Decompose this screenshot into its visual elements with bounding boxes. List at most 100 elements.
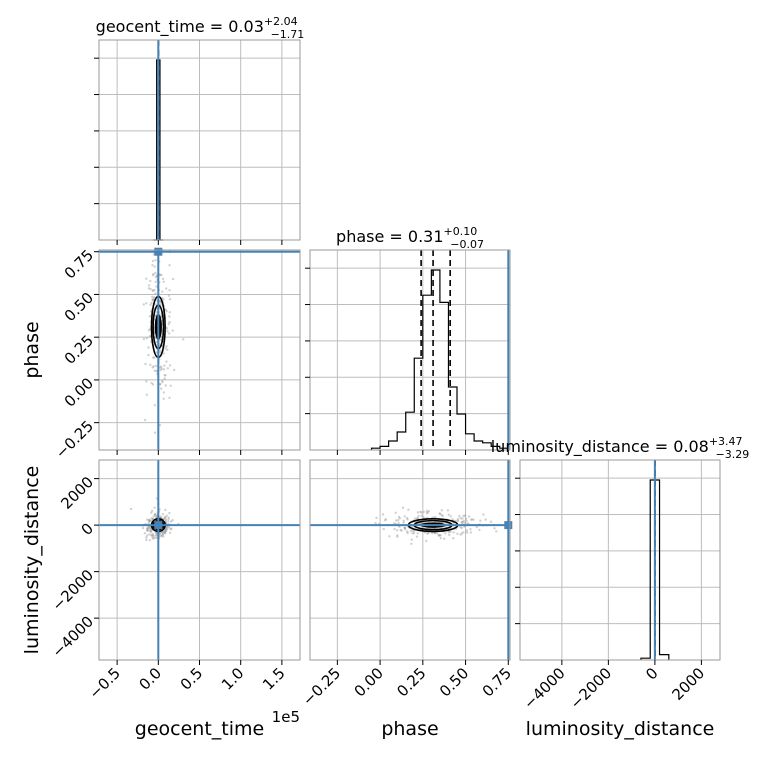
sample-point xyxy=(152,297,155,301)
sample-point xyxy=(166,348,169,351)
sample-point xyxy=(146,527,149,530)
sample-point xyxy=(153,536,156,539)
sample-point xyxy=(145,538,148,542)
sample-point xyxy=(159,368,162,372)
sample-point xyxy=(168,396,171,399)
sample-point xyxy=(182,338,185,341)
histogram-phase xyxy=(370,269,509,450)
tick-label-phase: −0.25 xyxy=(299,664,344,709)
sample-point xyxy=(456,532,459,535)
sample-point xyxy=(465,529,469,532)
sample-point xyxy=(426,511,430,514)
sample-point xyxy=(402,521,405,524)
sample-point xyxy=(158,383,162,386)
sample-point xyxy=(444,532,447,535)
sample-point xyxy=(165,327,168,330)
sample-point xyxy=(384,519,387,522)
sample-point xyxy=(145,534,149,537)
sample-point xyxy=(148,518,152,522)
sample-point xyxy=(406,531,409,535)
sample-point xyxy=(164,384,167,387)
sample-point xyxy=(154,514,157,517)
sample-point xyxy=(153,356,156,359)
sample-point xyxy=(392,522,396,525)
tick-label-phase: 0.25 xyxy=(61,332,97,368)
sample-point xyxy=(147,521,150,525)
x-axis-label-geocent_time: geocent_time xyxy=(135,718,264,740)
sample-point xyxy=(146,518,149,521)
sample-point xyxy=(168,264,171,267)
sample-point xyxy=(475,525,478,529)
sample-point xyxy=(150,381,153,385)
sample-point xyxy=(164,374,167,377)
sample-point xyxy=(147,525,151,529)
title-minus: −3.29 xyxy=(716,448,750,461)
tick-label-luminosity_distance: 2000 xyxy=(57,473,97,513)
sample-point xyxy=(158,382,162,386)
title-median: 0.03 xyxy=(228,17,264,36)
title-plus: +3.47 xyxy=(709,435,743,448)
tick-label-phase: 0.50 xyxy=(61,289,97,325)
sample-point xyxy=(437,534,440,537)
sample-point xyxy=(155,532,158,535)
sample-point xyxy=(426,532,429,535)
sample-point xyxy=(153,404,156,407)
truth-marker xyxy=(154,247,163,256)
sample-point xyxy=(469,528,472,531)
sample-point xyxy=(420,511,423,514)
sample-point xyxy=(146,529,149,532)
sample-point xyxy=(153,513,157,516)
sample-point xyxy=(154,275,158,279)
sample-point xyxy=(388,535,391,538)
sample-point xyxy=(151,517,154,521)
sample-point xyxy=(148,520,151,523)
sample-point xyxy=(461,517,464,520)
sample-point xyxy=(161,530,164,534)
sample-point xyxy=(150,301,153,305)
panel-title-geocent_time: geocent_time = 0.03+2.04 −1.71 xyxy=(96,15,305,41)
sample-point xyxy=(147,284,151,287)
sample-point xyxy=(430,531,434,535)
sample-point xyxy=(411,532,414,535)
sample-point xyxy=(464,517,468,520)
sample-point xyxy=(159,532,162,535)
sample-point xyxy=(164,516,167,519)
sample-point xyxy=(162,368,166,371)
sample-point xyxy=(384,518,388,521)
sample-point xyxy=(149,534,153,537)
sample-point xyxy=(462,514,465,518)
sample-point xyxy=(165,527,168,530)
sample-point xyxy=(149,363,152,366)
sample-point xyxy=(164,520,167,523)
sample-point xyxy=(374,521,377,525)
sample-point xyxy=(159,516,162,519)
sample-point xyxy=(154,513,157,516)
panel-title-luminosity_distance: luminosity_distance = 0.08+3.47 −3.29 xyxy=(491,435,750,461)
sample-point xyxy=(148,527,152,531)
tick-label-phase: 0.50 xyxy=(436,664,472,700)
sample-point xyxy=(154,364,158,368)
sample-point xyxy=(167,520,170,523)
sample-point xyxy=(449,530,452,533)
sample-point xyxy=(451,518,454,521)
sample-point xyxy=(155,531,158,535)
sample-point xyxy=(163,532,167,535)
sample-point xyxy=(161,531,165,534)
panel-title-phase: phase = 0.31+0.10 −0.07 xyxy=(336,225,484,251)
sample-point xyxy=(129,507,133,511)
sample-point xyxy=(161,381,164,384)
sample-point xyxy=(447,533,451,536)
sample-point xyxy=(146,529,149,532)
tick-label-luminosity_distance: −2000 xyxy=(567,664,616,713)
sample-point xyxy=(165,528,169,531)
sample-point xyxy=(478,528,481,532)
sample-point xyxy=(152,272,155,276)
sample-point xyxy=(148,519,151,522)
sample-point xyxy=(456,519,459,522)
sample-point xyxy=(168,315,171,318)
x-axis-label-luminosity_distance: luminosity_distance xyxy=(526,718,715,740)
sample-point xyxy=(472,518,475,521)
sample-point xyxy=(416,511,420,514)
sample-point xyxy=(416,532,419,535)
sample-point xyxy=(170,520,173,523)
